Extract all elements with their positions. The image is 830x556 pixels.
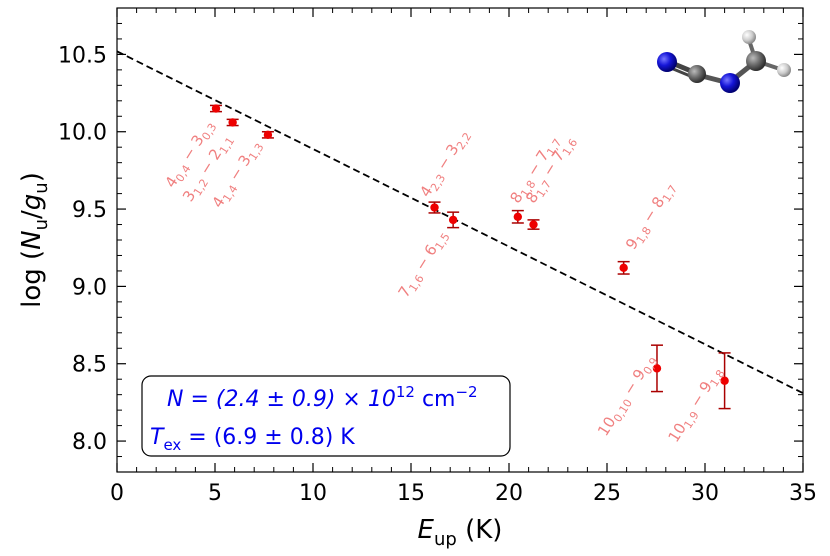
point-marker [211,104,221,113]
y-tick-labels: 8.0 8.5 9.0 9.5 10.0 10.5 [58,43,107,455]
x-tick-label: 10 [299,481,327,506]
x-tick-label: 20 [495,481,523,506]
point-marker [529,220,538,229]
data-point [617,260,630,275]
legend-excitation-temperature: Tex = (6.9 ± 0.8) K [150,425,355,454]
data-points [209,104,731,410]
x-tick-label: 35 [789,481,817,506]
y-axis-title: log (Nu/gu) [17,172,52,308]
data-point [527,219,540,230]
data-point [650,344,663,393]
point-marker [652,364,662,373]
legend-box: N = (2.4 ± 0.9) × 1012 cm−2 Tex = (6.9 ±… [141,375,511,457]
x-tick-label: 25 [593,481,621,506]
x-tick-label: 30 [691,481,719,506]
x-tick-label: 5 [208,481,222,506]
y-tick-label: 10.0 [58,121,107,146]
data-point [428,201,441,214]
point-marker [228,118,237,127]
data-point [226,118,239,127]
data-point [447,211,460,229]
point-marker [263,130,273,140]
data-point [511,209,524,224]
plot-frame [116,7,804,473]
x-tick-label: 0 [110,481,124,506]
point-marker [430,203,439,212]
methyl-cyanamide-molecule-icon [657,30,791,93]
fit-line [116,50,804,394]
y-tick-label: 10.5 [58,43,107,68]
y-tick-label: 9.0 [72,275,107,300]
point-marker [448,215,458,225]
data-point [261,130,274,140]
point-marker [720,376,729,385]
point-marker [513,212,523,221]
transition-label: 71,6 − 61,5 [395,227,453,303]
point-marker [619,263,628,273]
x-tick-labels: 0 5 10 15 20 25 30 35 [110,481,817,506]
y-tick-label: 8.0 [72,430,107,455]
data-point [209,104,222,113]
legend-column-density: N = (2.4 ± 0.9) × 1012 cm−2 [167,383,478,412]
y-tick-label: 8.5 [72,353,107,378]
x-tick-label: 15 [397,481,425,506]
legend-frame [141,375,511,457]
x-axis-title: Eup (K) [418,515,503,550]
data-point [718,352,731,410]
y-tick-label: 9.5 [72,198,107,223]
